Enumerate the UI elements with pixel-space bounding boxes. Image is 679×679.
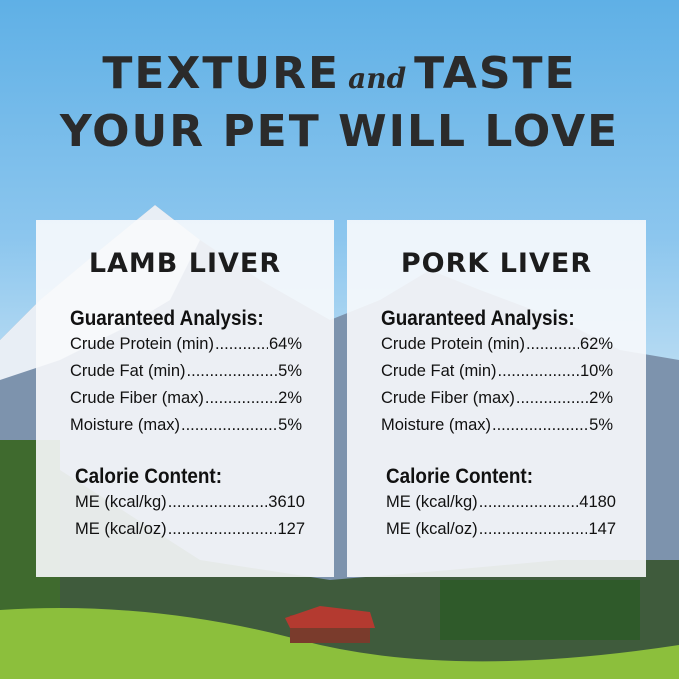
- row-value: 4180: [579, 493, 616, 511]
- row-label: ME (kcal/oz): [386, 520, 478, 538]
- calorie-heading: Calorie Content:: [75, 465, 223, 488]
- row-value: 2%: [278, 389, 302, 407]
- forest-right: [440, 580, 640, 640]
- row-value: 5%: [278, 416, 302, 434]
- dot-leader: [215, 331, 268, 358]
- dot-leader: [168, 489, 268, 516]
- row-value: 64%: [268, 335, 302, 353]
- row-value: 2%: [589, 389, 613, 407]
- row-label: Crude Protein (min): [381, 335, 525, 353]
- dot-leader: [516, 385, 588, 412]
- calorie-row: ME (kcal/oz) 127: [75, 516, 305, 543]
- analysis-row: Crude Fat (min) 10%: [381, 358, 613, 385]
- lamb-liver-panel: LAMB LIVER Guaranteed Analysis: Crude Pr…: [36, 220, 334, 577]
- calorie-row: ME (kcal/kg) 3610: [75, 489, 305, 516]
- product-name: PORK LIVER: [400, 248, 593, 279]
- row-label: ME (kcal/oz): [75, 520, 167, 538]
- row-label: Crude Protein (min): [70, 335, 214, 353]
- headline-word-taste: TASTE: [414, 48, 577, 99]
- dot-leader: [479, 489, 579, 516]
- row-value: 10%: [579, 362, 613, 380]
- analysis-row: Crude Protein (min) 64%: [70, 331, 302, 358]
- row-label: Crude Fat (min): [70, 362, 186, 380]
- analysis-row: Crude Fiber (max) 2%: [381, 385, 613, 412]
- headline-line-2: YOUR PET WILL LOVE: [59, 106, 620, 157]
- row-label: Moisture (max): [381, 416, 492, 434]
- dot-leader: [526, 331, 579, 358]
- row-value: 5%: [589, 416, 613, 434]
- row-label: Crude Fat (min): [381, 362, 497, 380]
- dot-leader: [492, 412, 588, 439]
- analysis-row: Crude Protein (min) 62%: [381, 331, 613, 358]
- house-roof: [285, 606, 375, 628]
- calorie-row: ME (kcal/oz) 147: [386, 516, 616, 543]
- row-value: 127: [277, 520, 305, 538]
- analysis-row: Moisture (max) 5%: [381, 412, 613, 439]
- dot-leader: [168, 516, 277, 543]
- row-value: 62%: [579, 335, 613, 353]
- dot-leader: [479, 516, 588, 543]
- headline-line-1: TEXTURE and TASTE: [0, 48, 679, 99]
- headline-word-and: and: [348, 62, 407, 95]
- analysis-row: Crude Fat (min) 5%: [70, 358, 302, 385]
- calorie-row: ME (kcal/kg) 4180: [386, 489, 616, 516]
- meadow: [0, 608, 679, 679]
- analysis-heading: Guaranteed Analysis:: [70, 307, 264, 330]
- analysis-heading: Guaranteed Analysis:: [381, 307, 575, 330]
- row-label: Crude Fiber (max): [70, 389, 204, 407]
- row-value: 147: [588, 520, 616, 538]
- analysis-row: Moisture (max) 5%: [70, 412, 302, 439]
- product-name: LAMB LIVER: [88, 248, 282, 279]
- calorie-heading: Calorie Content:: [386, 465, 534, 488]
- dot-leader: [181, 412, 277, 439]
- row-value: 5%: [278, 362, 302, 380]
- analysis-row: Crude Fiber (max) 2%: [70, 385, 302, 412]
- dot-leader: [205, 385, 277, 412]
- row-label: Crude Fiber (max): [381, 389, 515, 407]
- row-label: ME (kcal/kg): [386, 493, 478, 511]
- row-value: 3610: [268, 493, 305, 511]
- headline-word-texture: TEXTURE: [102, 48, 341, 99]
- dot-leader: [187, 358, 278, 385]
- pork-liver-panel: PORK LIVER Guaranteed Analysis: Crude Pr…: [347, 220, 646, 577]
- row-label: Moisture (max): [70, 416, 181, 434]
- dot-leader: [498, 358, 579, 385]
- row-label: ME (kcal/kg): [75, 493, 167, 511]
